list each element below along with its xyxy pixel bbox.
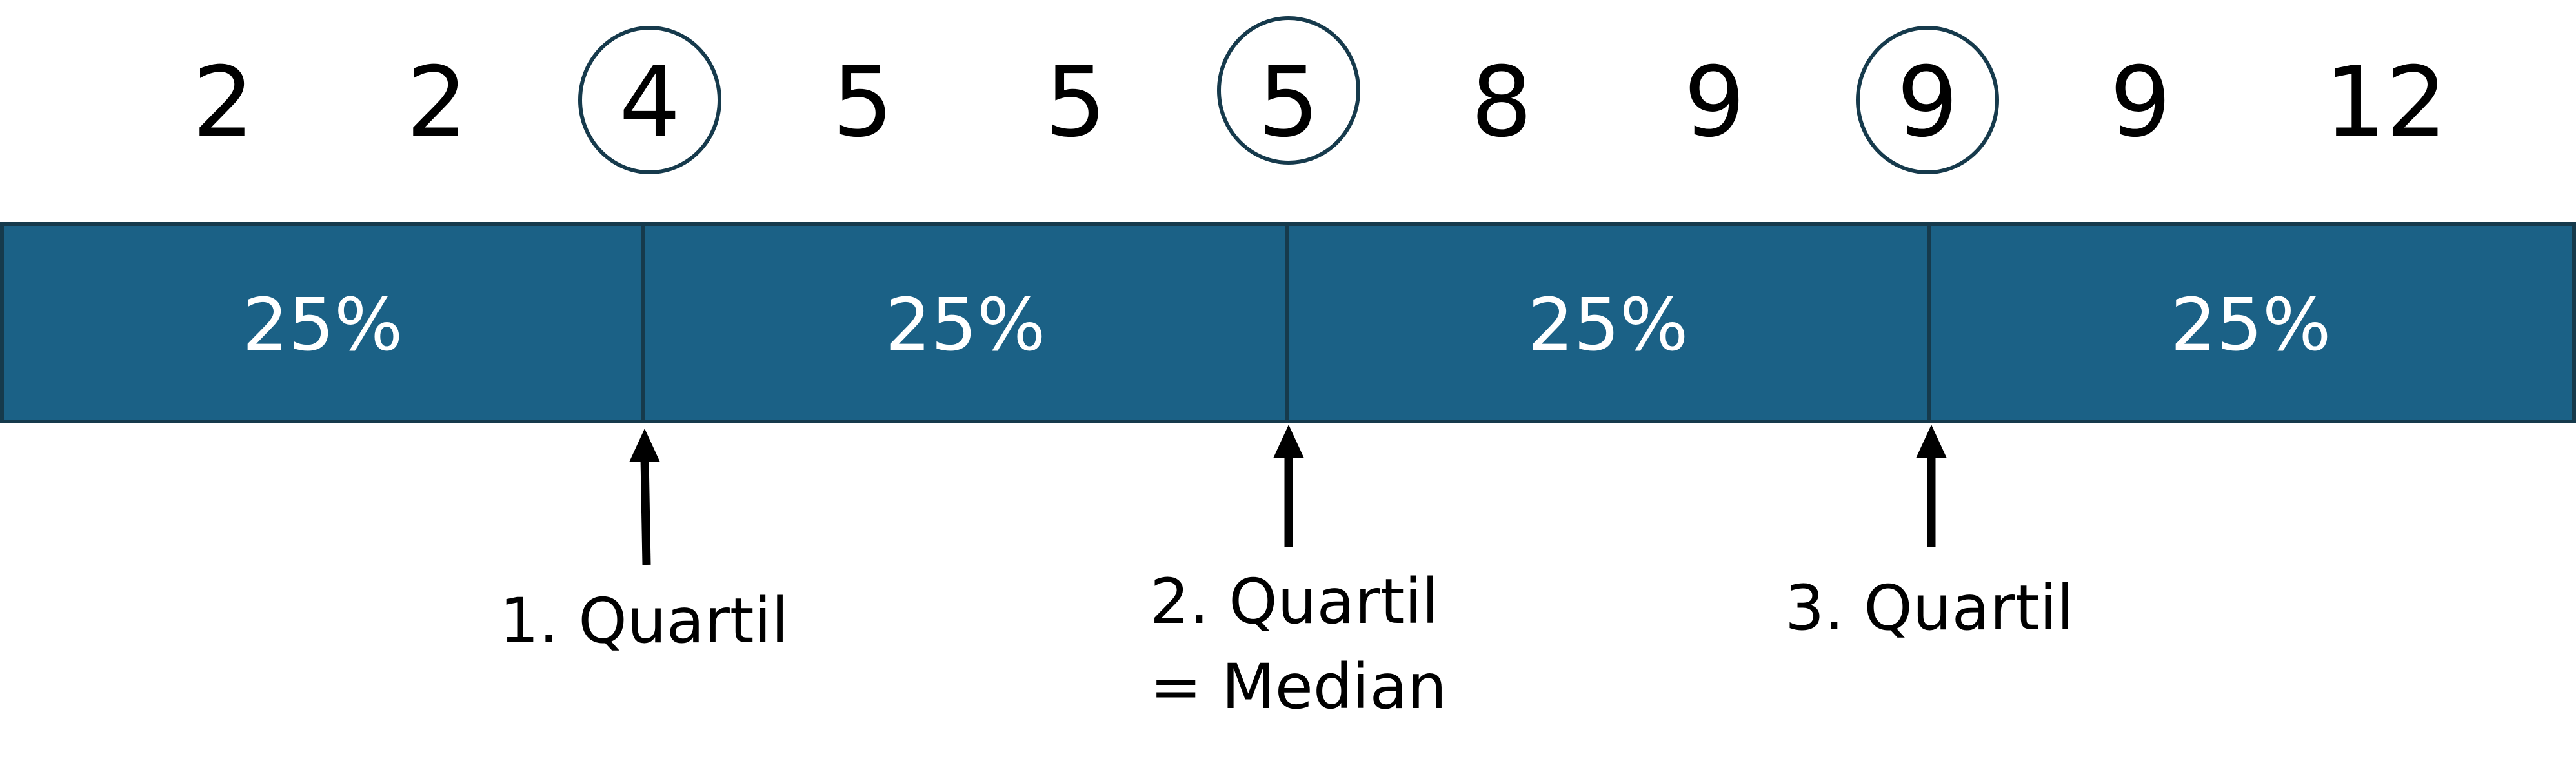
bar-segment [1285,222,1931,423]
number-item: 9 [1856,26,1999,174]
segment-label: 25% [2171,283,2331,367]
number-value: 9 [1684,46,1745,159]
bar-segment [1927,222,2576,423]
number-circle [578,26,721,174]
segment-label: 25% [243,283,403,367]
arrow-shaft [640,458,651,565]
number-value: 5 [832,46,893,159]
number-value: 4 [619,46,680,159]
arrow-up-icon [629,429,660,462]
quartile-arrows [629,425,1947,565]
segment-label: 25% [1528,283,1689,367]
quartile-3-label: 3. Quartil [1785,572,2074,644]
arrow-up-icon [1916,425,1947,458]
number-value: 2 [406,46,467,159]
bar-segment [641,222,1289,423]
arrow [629,429,660,565]
number-value: 9 [1897,46,1958,159]
number-value: 2 [192,46,254,159]
quartile-labels: 1. Quartil 2. Quartil = Median 3. Quarti… [499,565,2074,723]
arrow-up-icon [1273,425,1304,458]
arrow [1273,425,1304,547]
numbers-row: 2 2 4 5 5 5 8 9 [192,16,2448,174]
number-value: 12 [2324,46,2448,159]
quartile-2-label: 2. Quartil [1150,565,1439,638]
number-value: 5 [1258,46,1319,159]
number-circle [1856,26,1999,174]
number-item: 2 [192,46,254,159]
quartile-2-sublabel: = Median [1150,651,1447,723]
arrow [1916,425,1947,547]
number-item: 8 [1471,46,1532,159]
segment-label: 25% [885,283,1046,367]
number-item: 4 [578,26,721,174]
number-item: 5 [832,46,893,159]
number-item: 9 [1684,46,1745,159]
number-value: 9 [2109,46,2171,159]
number-item: 5 [1217,16,1360,165]
bar-segment [0,222,645,423]
quartile-bar: 25% 25% 25% 25% [0,222,2576,423]
number-item: 2 [406,46,467,159]
number-item: 12 [2324,46,2448,159]
number-value: 5 [1045,46,1106,159]
number-circle [1217,16,1360,165]
number-item: 9 [2109,46,2171,159]
number-value: 8 [1471,46,1532,159]
number-item: 5 [1045,46,1106,159]
quartile-1-label: 1. Quartil [499,585,789,657]
